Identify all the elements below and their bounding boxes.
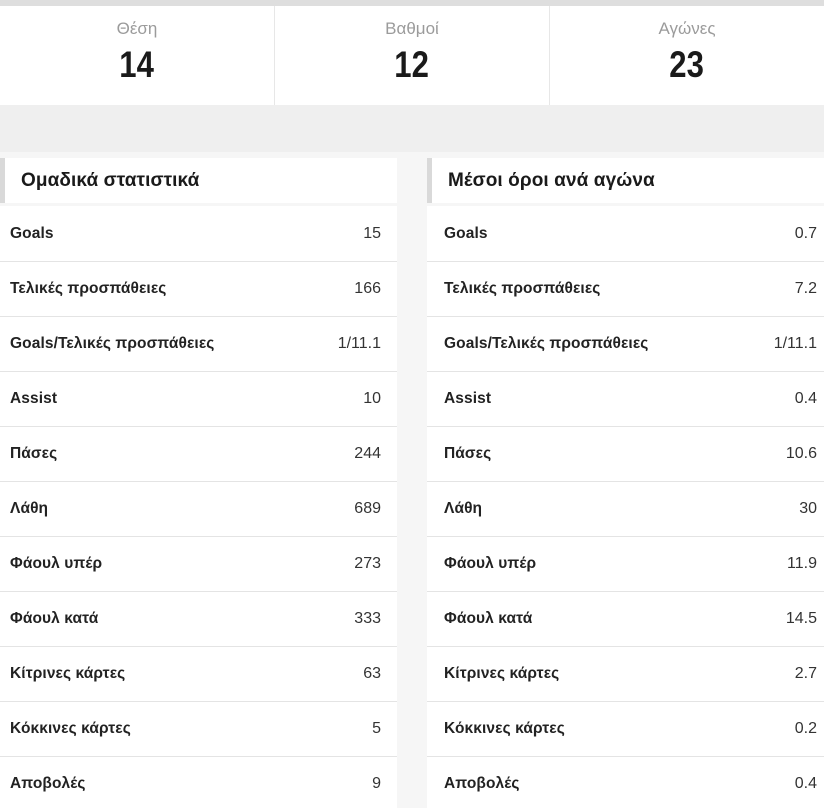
stat-row-value: 166 — [354, 280, 381, 297]
summary-stat-matches: Αγώνες 23 — [549, 6, 824, 105]
stat-row-value: 10.6 — [785, 445, 817, 462]
stat-row-value: 0.2 — [794, 720, 817, 737]
top-divider-strip — [0, 0, 824, 6]
stat-row-value: 0.4 — [794, 775, 817, 792]
stat-row: Goals/Τελικές προσπάθειες 1/11.1 — [427, 316, 824, 371]
stat-row-value: 0.7 — [794, 224, 817, 242]
per-match-averages-panel: Μέσοι όροι ανά αγώνα Goals 0.7 Τελικές προ… — [427, 158, 824, 808]
summary-stat-value: 12 — [394, 44, 430, 85]
summary-stat-position: Θέση 14 — [0, 6, 274, 105]
panel-title: Μέσοι όροι ανά αγώνα — [448, 169, 655, 191]
stat-row-label: Φάουλ υπέρ — [10, 555, 103, 572]
summary-stat-points: Βαθμοί 12 — [274, 6, 549, 105]
stat-row: Goals 0.7 — [427, 206, 824, 261]
stat-row-value: 333 — [354, 610, 381, 627]
stat-row-value: 0.4 — [794, 390, 817, 407]
summary-stat-label: Θέση — [116, 19, 158, 38]
stat-row-label: Κόκκινες κάρτες — [444, 720, 565, 737]
stat-row-value: 30 — [799, 500, 817, 517]
stat-row-label: Goals/Τελικές προσπάθειες — [10, 335, 215, 352]
stat-row-label: Φάουλ κατά — [444, 610, 533, 627]
summary-stat-value-wrap: 14 — [0, 46, 274, 83]
background-band — [0, 105, 824, 152]
summary-stat-value-wrap: 23 — [550, 46, 824, 83]
stat-row: Κόκκινες κάρτες 5 — [0, 701, 397, 756]
stat-row: Αποβολές 0.4 — [427, 756, 824, 808]
stat-row: Φάουλ κατά 333 — [0, 591, 397, 646]
stat-row-value: 1/11.1 — [337, 335, 381, 352]
stat-row-value: 7.2 — [794, 280, 817, 297]
summary-stat-value: 23 — [669, 44, 705, 85]
stat-row: Πάσες 10.6 — [427, 426, 824, 481]
stat-row-value: 11.9 — [787, 555, 817, 572]
stat-row-label: Assist — [10, 390, 58, 407]
team-stats-panel: Ομαδικά στατιστικά Goals 15 Τελικές προσπά… — [0, 158, 397, 808]
stat-row-label: Λάθη — [444, 500, 483, 517]
summary-stat-value: 14 — [119, 44, 155, 85]
stat-row-value: 10 — [363, 390, 381, 407]
stat-row: Λάθη 30 — [427, 481, 824, 536]
stat-row-label: Κίτρινες κάρτες — [444, 665, 560, 682]
stat-row-label: Κίτρινες κάρτες — [10, 665, 126, 682]
stat-row: Αποβολές 9 — [0, 756, 397, 808]
stat-row: Κίτρινες κάρτες 2.7 — [427, 646, 824, 701]
per-match-averages-rows: Goals 0.7 Τελικές προσπάθειες 7.2 Goals/Τελι… — [427, 206, 824, 808]
stat-row-label: Αποβολές — [444, 775, 520, 792]
stat-row: Κόκκινες κάρτες 0.2 — [427, 701, 824, 756]
summary-stat-value-wrap: 12 — [275, 46, 549, 83]
stat-row-label: Assist — [444, 390, 492, 407]
stat-row-value: 63 — [363, 665, 381, 682]
stat-row-label: Φάουλ υπέρ — [444, 555, 537, 572]
stat-row-value: 1/11.1 — [773, 335, 817, 352]
team-stats-rows: Goals 15 Τελικές προσπάθειες 166 Goals/Τελικ… — [0, 206, 397, 808]
stat-row: Τελικές προσπάθειες 7.2 — [427, 261, 824, 316]
stat-row-value: 689 — [354, 500, 381, 517]
stat-row-value: 273 — [354, 555, 381, 572]
panel-title: Ομαδικά στατιστικά — [21, 169, 200, 191]
stat-row-value: 15 — [363, 224, 381, 242]
stat-row-label: Πάσες — [10, 445, 58, 462]
stat-row-label: Πάσες — [444, 445, 492, 462]
stat-row-value: 2.7 — [794, 665, 817, 682]
stat-row-label: Λάθη — [10, 500, 49, 517]
stat-row-label: Αποβολές — [10, 775, 86, 792]
summary-stat-label: Αγώνες — [658, 19, 716, 38]
stat-row: Πάσες 244 — [0, 426, 397, 481]
per-match-averages-panel-header: Μέσοι όροι ανά αγώνα — [427, 158, 824, 203]
stat-row: Assist 0.4 — [427, 371, 824, 426]
stat-row-label: Goals — [444, 224, 488, 242]
stat-row: Goals/Τελικές προσπάθειες 1/11.1 — [0, 316, 397, 371]
stat-row: Κίτρινες κάρτες 63 — [0, 646, 397, 701]
stat-row-label: Φάουλ κατά — [10, 610, 99, 627]
stat-row-label: Goals — [10, 224, 54, 242]
stat-row: Τελικές προσπάθειες 166 — [0, 261, 397, 316]
stat-row-label: Τελικές προσπάθειες — [10, 280, 167, 297]
stat-row-label: Κόκκινες κάρτες — [10, 720, 131, 737]
stat-row: Goals 15 — [0, 206, 397, 261]
stat-row: Φάουλ υπέρ 11.9 — [427, 536, 824, 591]
stats-content-area: Ομαδικά στατιστικά Goals 15 Τελικές προσπά… — [0, 152, 824, 808]
stat-row-value: 5 — [372, 720, 381, 737]
stat-row: Φάουλ υπέρ 273 — [0, 536, 397, 591]
stat-row-label: Goals/Τελικές προσπάθειες — [444, 335, 649, 352]
stat-row-value: 9 — [372, 775, 381, 792]
stat-row-value: 14.5 — [785, 610, 817, 627]
stat-row-value: 244 — [354, 445, 381, 462]
summary-stats-bar: Θέση 14 Βαθμοί 12 Αγώνες 23 — [0, 6, 824, 105]
summary-stat-label: Βαθμοί — [385, 19, 439, 38]
stat-row-label: Τελικές προσπάθειες — [444, 280, 601, 297]
team-stats-panel-header: Ομαδικά στατιστικά — [0, 158, 397, 203]
stat-row: Assist 10 — [0, 371, 397, 426]
stat-row: Φάουλ κατά 14.5 — [427, 591, 824, 646]
stat-row: Λάθη 689 — [0, 481, 397, 536]
